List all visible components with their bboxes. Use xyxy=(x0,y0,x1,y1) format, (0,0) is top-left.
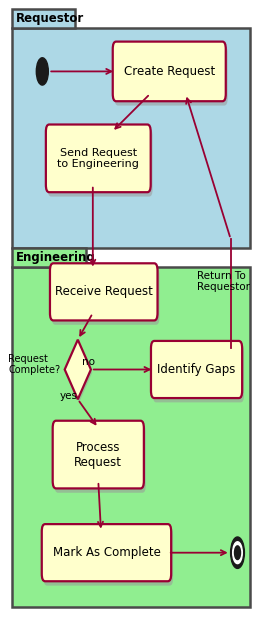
FancyBboxPatch shape xyxy=(53,421,144,488)
Text: Create Request: Create Request xyxy=(124,65,215,78)
FancyBboxPatch shape xyxy=(52,268,159,325)
Circle shape xyxy=(233,542,242,564)
Text: Process
Request: Process Request xyxy=(74,440,122,469)
FancyBboxPatch shape xyxy=(12,9,75,28)
FancyBboxPatch shape xyxy=(55,425,146,493)
FancyBboxPatch shape xyxy=(12,267,250,607)
Text: Receive Request: Receive Request xyxy=(55,286,153,298)
Text: Return To
Requestor: Return To Requestor xyxy=(197,271,250,292)
FancyBboxPatch shape xyxy=(12,28,250,248)
Text: yes: yes xyxy=(60,391,78,401)
Circle shape xyxy=(235,546,241,560)
Text: Mark As Complete: Mark As Complete xyxy=(52,546,161,559)
Text: Request
Complete?: Request Complete? xyxy=(8,354,60,375)
Text: Engineering: Engineering xyxy=(16,251,96,263)
FancyBboxPatch shape xyxy=(48,129,153,196)
Text: Requestor: Requestor xyxy=(16,12,84,24)
Text: no: no xyxy=(82,357,95,367)
FancyBboxPatch shape xyxy=(113,42,226,101)
Polygon shape xyxy=(65,340,91,399)
Text: Send Request
to Engineering: Send Request to Engineering xyxy=(57,148,139,169)
FancyBboxPatch shape xyxy=(151,341,242,398)
FancyBboxPatch shape xyxy=(44,528,173,586)
FancyBboxPatch shape xyxy=(153,345,244,402)
Text: Identify Gaps: Identify Gaps xyxy=(157,363,236,376)
Circle shape xyxy=(36,58,48,85)
FancyBboxPatch shape xyxy=(50,263,158,320)
FancyBboxPatch shape xyxy=(42,524,171,581)
FancyBboxPatch shape xyxy=(12,248,86,267)
Circle shape xyxy=(231,537,244,568)
FancyBboxPatch shape xyxy=(46,124,151,193)
Polygon shape xyxy=(66,343,92,402)
FancyBboxPatch shape xyxy=(115,46,228,106)
